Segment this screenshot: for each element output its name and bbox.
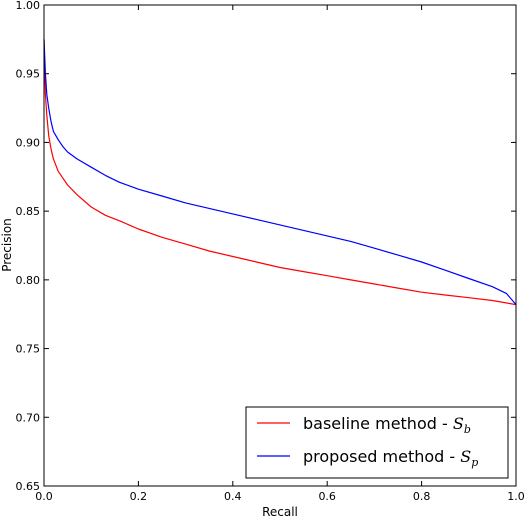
x-tick-label-4: 0.8: [413, 490, 431, 503]
x-axis-label: Recall: [262, 505, 298, 519]
x-tick-label-5: 1.0: [507, 490, 524, 503]
y-tick-label-0: 0.65: [16, 480, 41, 493]
x-tick-label-0: 0.0: [35, 490, 53, 503]
legend-label-proposed-text: proposed method -: [303, 447, 460, 466]
legend-label-baseline: baseline method - Sb: [303, 414, 471, 436]
y-tick-label-4: 0.85: [16, 205, 41, 218]
y-tick-label-1: 0.70: [16, 411, 41, 424]
ticks-layer: 0.0 0.2 0.4 0.6 0.8 1.0 0.65 0.70 0.75 0.80 0.85 0.…: [16, 0, 524, 503]
legend-label-proposed: proposed method - Sp: [303, 447, 478, 469]
y-tick-label-7: 1.00: [16, 0, 41, 12]
y-tick-label-6: 0.95: [16, 68, 41, 81]
plot-frame: [43, 4, 517, 487]
x-tick-label-3: 0.6: [318, 490, 336, 503]
y-tick-label-3: 0.80: [16, 274, 41, 287]
y-tick-label-5: 0.90: [16, 136, 41, 149]
legend-label-baseline-symbol: S: [453, 414, 464, 433]
y-tick-label-2: 0.75: [16, 343, 41, 356]
x-tick-label-1: 0.2: [130, 490, 148, 503]
y-axis-label: Precision: [0, 218, 14, 272]
legend: baseline method - Sb proposed method - S…: [245, 406, 509, 479]
legend-label-proposed-subscript: p: [471, 456, 478, 469]
series-line-0: [43, 39, 517, 306]
legend-label-baseline-text: baseline method -: [303, 414, 453, 433]
legend-box: [245, 406, 509, 479]
plot-area: [44, 5, 516, 486]
legend-label-proposed-symbol: S: [460, 447, 471, 466]
x-tick-label-2: 0.4: [224, 490, 242, 503]
series-line-1: [43, 39, 517, 305]
legend-label-baseline-subscript: b: [464, 423, 471, 436]
series-layer: [43, 39, 517, 306]
